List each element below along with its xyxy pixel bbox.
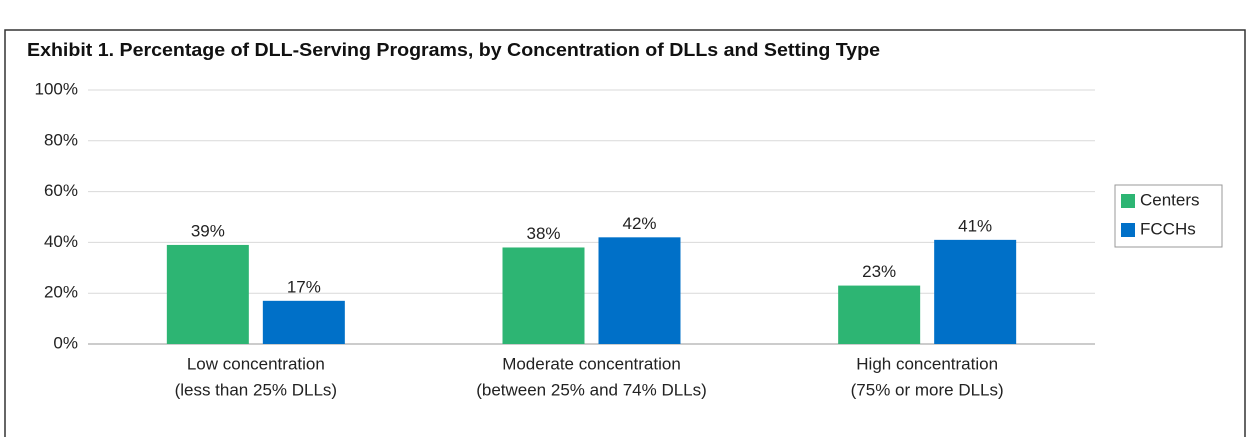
data-label: 39%	[191, 221, 225, 240]
y-tick-label: 80%	[44, 130, 78, 149]
legend-swatch	[1121, 223, 1135, 237]
legend-label: FCCHs	[1140, 219, 1196, 238]
x-tick-label: (75% or more DLLs)	[851, 380, 1004, 399]
data-label: 23%	[862, 262, 896, 281]
x-tick-label: Low concentration	[187, 354, 325, 373]
bar	[166, 244, 249, 344]
legend-label: Centers	[1140, 190, 1200, 209]
y-tick-label: 60%	[44, 181, 78, 200]
bar	[502, 247, 585, 344]
data-label: 42%	[622, 214, 656, 233]
y-tick-label: 20%	[44, 283, 78, 302]
x-tick-label: Moderate concentration	[502, 354, 681, 373]
x-tick-label: (between 25% and 74% DLLs)	[476, 380, 707, 399]
x-tick-label: High concentration	[856, 354, 998, 373]
x-tick-label: (less than 25% DLLs)	[175, 380, 338, 399]
bar	[262, 300, 345, 344]
y-tick-label: 100%	[35, 79, 78, 98]
chart-title: Exhibit 1. Percentage of DLL-Serving Pro…	[27, 40, 880, 60]
y-tick-label: 40%	[44, 232, 78, 251]
legend-swatch	[1121, 194, 1135, 208]
data-label: 38%	[526, 224, 560, 243]
data-label: 41%	[958, 216, 992, 235]
bar	[934, 239, 1017, 344]
data-label: 17%	[287, 277, 321, 296]
bar	[838, 285, 921, 344]
legend-box	[1114, 184, 1223, 248]
bar	[598, 237, 681, 344]
y-tick-label: 0%	[53, 333, 78, 352]
frame	[4, 29, 1246, 437]
